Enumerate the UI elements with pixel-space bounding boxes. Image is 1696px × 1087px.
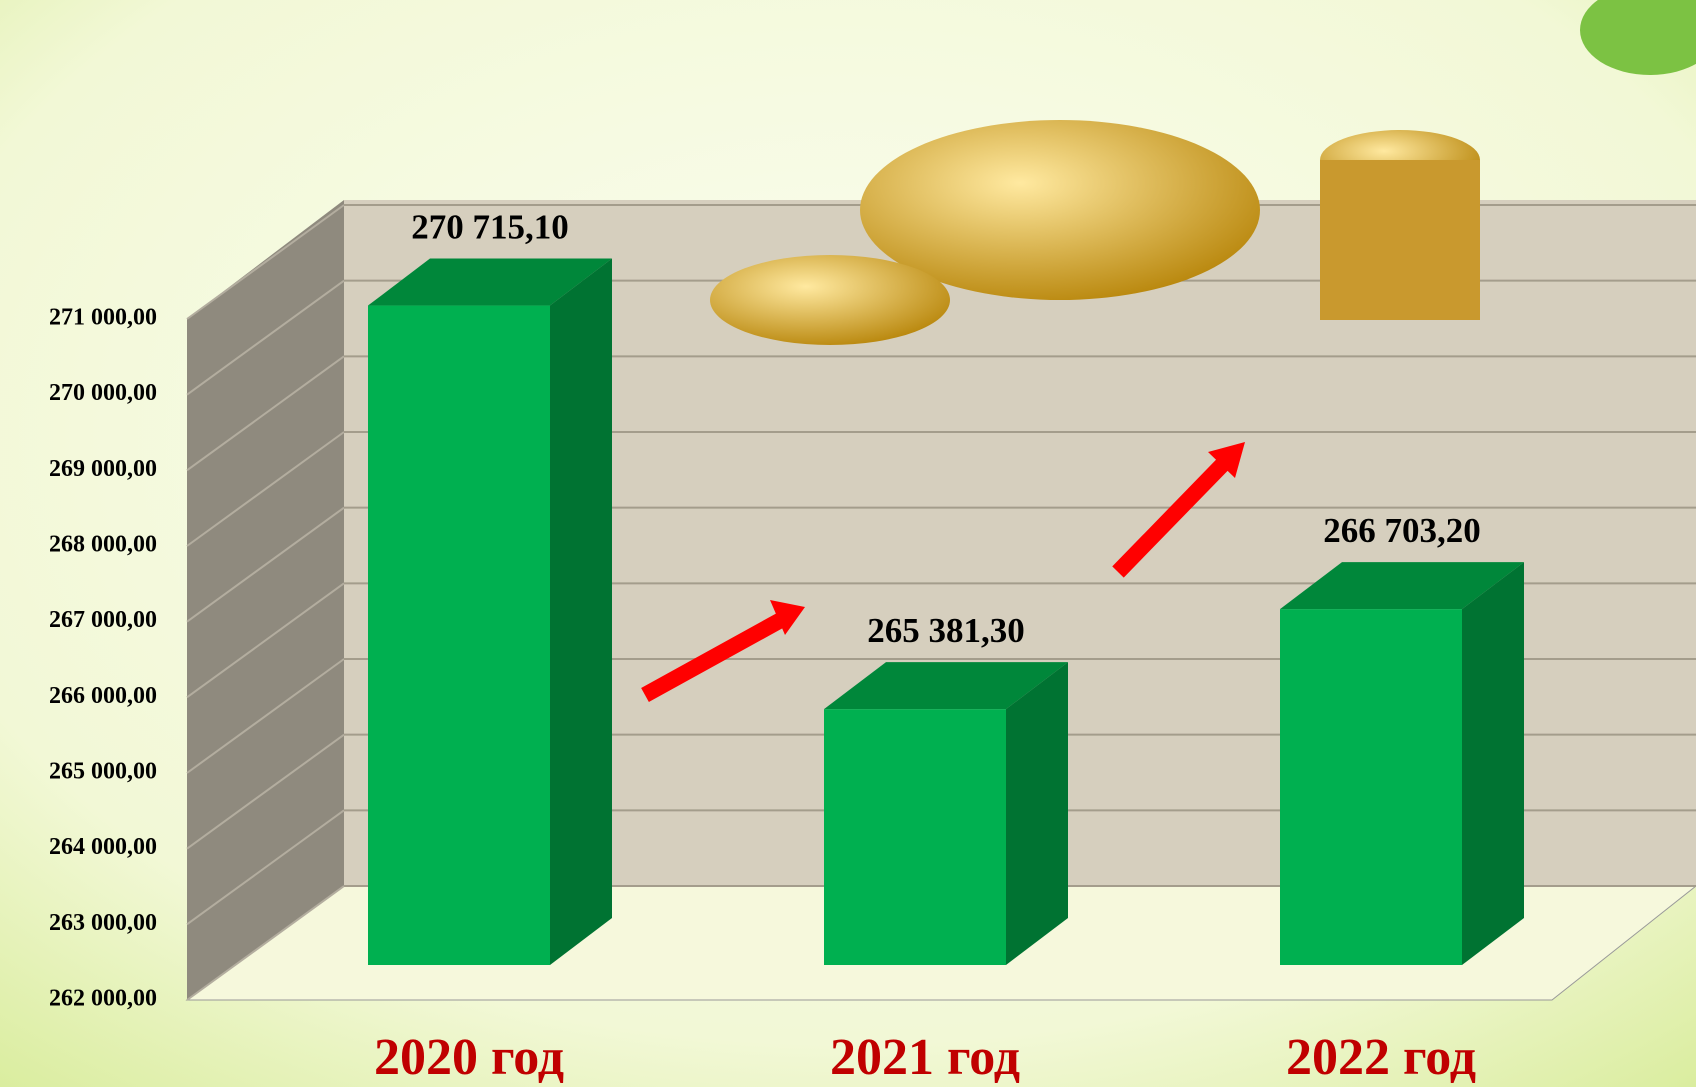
bar	[1280, 609, 1462, 965]
grid-line	[186, 733, 345, 850]
value-label: 270 715,10	[411, 208, 569, 247]
grid-line	[186, 279, 345, 396]
y-tick-label: 266 000,00	[49, 683, 157, 709]
y-tick-label: 263 000,00	[49, 910, 157, 936]
coin-pile	[710, 255, 950, 345]
grid-line	[186, 355, 345, 472]
y-tick-label: 271 000,00	[49, 305, 157, 331]
grid-line	[186, 885, 345, 1001]
value-label: 265 381,30	[867, 611, 1025, 650]
y-tick-label: 268 000,00	[49, 532, 157, 558]
grid-line	[186, 658, 345, 774]
arrow	[641, 607, 794, 703]
bar	[368, 305, 550, 965]
arrow	[1112, 456, 1231, 578]
grid-line	[186, 431, 345, 547]
x-tick-label: 2021 год	[830, 1029, 1020, 1086]
bar-top	[368, 258, 612, 306]
leaf-decoration	[1580, 0, 1696, 75]
x-tick-label: 2020 год	[374, 1029, 564, 1086]
coin-stack	[1320, 160, 1480, 320]
bar-top	[824, 662, 1068, 710]
y-tick-label: 270 000,00	[49, 380, 157, 406]
grid-line	[186, 506, 345, 623]
bar-side	[1006, 662, 1068, 965]
arrow-head	[1208, 442, 1245, 478]
grid-line	[186, 204, 345, 320]
x-tick-label: 2022 год	[1286, 1029, 1476, 1086]
gold-pie	[860, 120, 1260, 300]
value-label: 266 703,20	[1323, 511, 1481, 550]
y-tick-label: 264 000,00	[49, 834, 157, 860]
grid-line	[186, 809, 345, 926]
y-tick-label: 269 000,00	[49, 456, 157, 482]
grid-line	[186, 582, 345, 699]
trend-arrows	[641, 442, 1245, 703]
y-tick-label: 265 000,00	[49, 759, 157, 785]
y-tick-label: 262 000,00	[49, 986, 157, 1012]
coins-illustration	[710, 120, 1480, 345]
arrow-head	[770, 600, 805, 635]
side-wall	[187, 200, 344, 1000]
y-tick-label: 267 000,00	[49, 607, 157, 633]
bar-side	[1462, 562, 1524, 965]
bar-top	[1280, 562, 1524, 610]
bar	[824, 709, 1006, 965]
bar-side	[550, 258, 612, 965]
